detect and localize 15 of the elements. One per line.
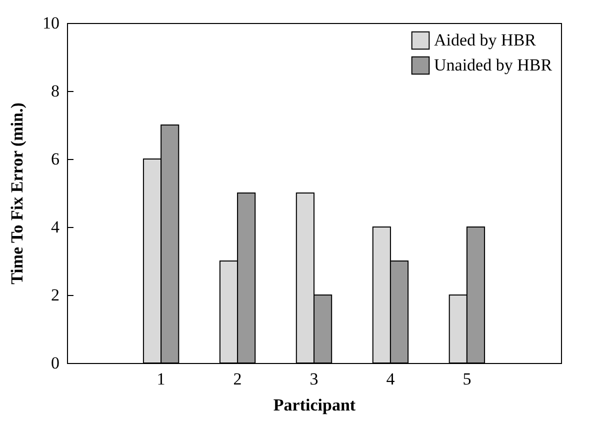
y-tick-label: 10 — [42, 14, 60, 32]
y-tick-label: 4 — [51, 218, 60, 236]
x-tick-label: 3 — [310, 370, 318, 388]
x-tick-label: 4 — [386, 370, 396, 388]
legend-label: Unaided by HBR — [434, 56, 553, 74]
x-tick-label: 5 — [462, 370, 472, 388]
x-axis-title: Participant — [273, 396, 356, 414]
y-tick-label: 2 — [51, 286, 60, 304]
x-tick-label: 1 — [156, 370, 166, 388]
y-tick-label: 0 — [51, 354, 60, 372]
y-tick-label: 6 — [51, 150, 60, 168]
y-axis-title: Time To Fix Error (min.) — [8, 102, 26, 284]
legend-label: Aided by HBR — [434, 30, 537, 50]
y-tick-label: 8 — [51, 82, 60, 100]
x-tick-label: 2 — [233, 370, 242, 388]
